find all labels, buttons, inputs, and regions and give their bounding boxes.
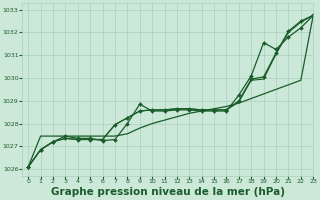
X-axis label: Graphe pression niveau de la mer (hPa): Graphe pression niveau de la mer (hPa): [51, 187, 284, 197]
